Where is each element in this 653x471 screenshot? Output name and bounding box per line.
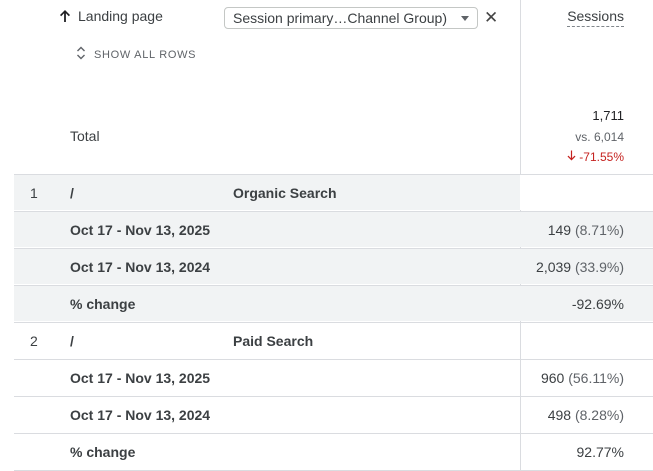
channel-cell: Organic Search <box>233 185 337 201</box>
table-row: Oct 17 - Nov 13, 2025 149 (8.71%) <box>14 211 653 247</box>
sessions-value: 2,039 (33.9%) <box>536 259 624 275</box>
secondary-dimension-dropdown[interactable]: Session primary…Channel Group) <box>224 7 478 29</box>
row-index: 2 <box>30 333 38 349</box>
period-label: Oct 17 - Nov 13, 2025 <box>70 370 211 386</box>
table-row: % change -92.69% <box>14 285 653 321</box>
show-all-rows-button[interactable]: SHOW ALL ROWS <box>76 46 196 63</box>
table-row: Oct 17 - Nov 13, 2024 498 (8.28%) <box>14 396 653 432</box>
arrow-down-icon <box>567 150 576 164</box>
change-label: % change <box>70 444 136 460</box>
table-row[interactable]: 2 / Paid Search <box>14 322 653 358</box>
sessions-value: 498 (8.28%) <box>547 407 624 423</box>
expand-vertical-icon <box>76 46 86 63</box>
landing-page-cell: / <box>70 185 74 201</box>
sessions-value: 149 (8.71%) <box>547 222 624 238</box>
sessions-column-header[interactable]: Sessions <box>567 8 624 27</box>
total-change: -71.55% <box>567 150 624 164</box>
table-row: Oct 17 - Nov 13, 2024 2,039 (33.9%) <box>14 248 653 284</box>
total-label: Total <box>70 128 100 144</box>
period-label: Oct 17 - Nov 13, 2024 <box>70 407 211 423</box>
arrow-up-icon <box>58 9 72 23</box>
change-label: % change <box>70 296 136 312</box>
landing-page-label: Landing page <box>78 8 163 24</box>
sessions-value: 960 (56.11%) <box>540 370 624 386</box>
period-label: Oct 17 - Nov 13, 2024 <box>70 259 211 275</box>
change-value: 92.77% <box>576 444 624 460</box>
close-icon[interactable]: ✕ <box>484 8 499 27</box>
landing-page-cell: / <box>70 333 74 349</box>
secondary-dimension-label: Session primary…Channel Group) <box>233 10 447 26</box>
table-row[interactable]: 1 / Organic Search <box>14 174 653 210</box>
channel-cell: Paid Search <box>233 333 314 349</box>
table-row: % change 92.77% <box>14 433 653 469</box>
show-all-rows-label: SHOW ALL ROWS <box>94 48 197 61</box>
total-compare: vs. 6,014 <box>575 130 624 144</box>
period-label: Oct 17 - Nov 13, 2025 <box>70 222 211 238</box>
total-change-value: -71.55% <box>579 150 624 164</box>
table-row: Oct 17 - Nov 13, 2025 960 (56.11%) <box>14 359 653 395</box>
landing-page-header[interactable]: Landing page <box>58 8 163 24</box>
row-index: 1 <box>30 185 38 201</box>
chevron-down-icon <box>461 15 469 21</box>
total-value: 1,711 <box>592 108 624 123</box>
empty-metric-cell <box>520 175 653 210</box>
change-value: -92.69% <box>571 296 624 312</box>
